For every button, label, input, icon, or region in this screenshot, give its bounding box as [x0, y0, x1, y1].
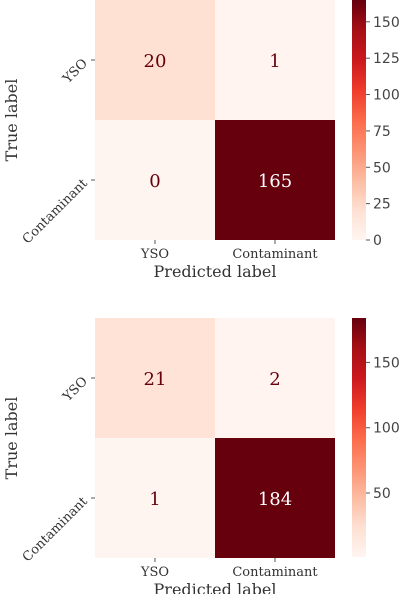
colorbar-tick-label: 0 — [373, 233, 382, 249]
x-tick-label: Contaminant — [232, 247, 318, 262]
heatmap-cell — [95, 120, 215, 240]
y-tick-label: Contaminant — [20, 494, 91, 565]
heatmap-cell — [95, 438, 215, 558]
colorbar — [352, 0, 366, 240]
x-axis-label: Predicted label — [154, 262, 277, 281]
colorbar-tick-label: 150 — [373, 15, 400, 31]
colorbar-tick-label: 25 — [373, 197, 391, 213]
x-tick-label: YSO — [140, 565, 169, 580]
colorbar-tick-label: 50 — [373, 486, 391, 502]
colorbar — [352, 318, 366, 557]
colorbar-tick-label: 100 — [373, 88, 400, 104]
heatmap-cell — [215, 318, 335, 438]
heatmap-cell — [215, 438, 335, 558]
heatmap-cell — [95, 0, 215, 120]
heatmap-cell — [95, 318, 215, 438]
y-tick-label: YSO — [60, 374, 91, 405]
y-tick-label: YSO — [60, 56, 91, 87]
cell-value-label: 0 — [149, 171, 160, 192]
colorbar-tick-label: 125 — [373, 51, 400, 67]
cell-value-label: 1 — [149, 489, 160, 510]
colorbar-tick-label: 50 — [373, 160, 391, 176]
colorbar-tick-label: 75 — [373, 124, 391, 140]
heatmap-cell — [215, 120, 335, 240]
heatmap-cell — [215, 0, 335, 120]
y-tick-label: Contaminant — [20, 176, 91, 247]
cell-value-label: 20 — [144, 51, 167, 72]
cell-value-label: 165 — [258, 171, 292, 192]
cell-value-label: 184 — [258, 489, 292, 510]
colorbar-tick-label: 100 — [373, 421, 400, 437]
x-tick-label: Contaminant — [232, 565, 318, 580]
x-tick-label: YSO — [140, 247, 169, 262]
cell-value-label: 21 — [144, 369, 167, 390]
colorbar-tick-label: 150 — [373, 355, 400, 371]
x-axis-label: Predicted label — [154, 580, 277, 594]
cell-value-label: 1 — [269, 51, 280, 72]
cell-value-label: 2 — [269, 369, 280, 390]
y-axis-label: True label — [2, 79, 21, 162]
y-axis-label: True label — [2, 397, 21, 480]
